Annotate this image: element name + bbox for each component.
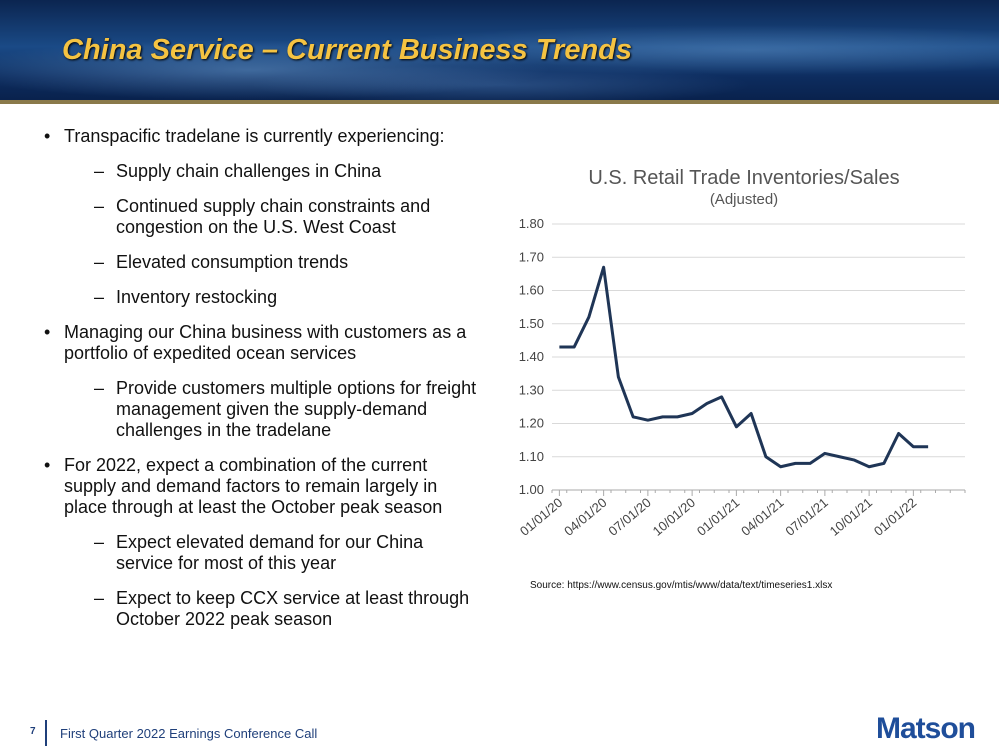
x-tick-label: 10/01/21	[827, 495, 875, 539]
bullet-marker: –	[94, 287, 105, 307]
line-series	[559, 265, 929, 469]
x-tick-label: 01/01/20	[517, 495, 565, 539]
bullet: – Continued supply chain constraints and …	[44, 196, 484, 238]
bullet-text: For 2022, expect a combination of the cu…	[64, 455, 443, 517]
bullet: – Supply chain challenges in China	[44, 161, 484, 182]
x-tick-label: 07/01/21	[782, 495, 830, 539]
bullet-text: Transpacific tradelane is currently expe…	[64, 126, 445, 146]
page-number: 7	[30, 726, 36, 737]
y-tick-label: 1.40	[519, 349, 544, 364]
bullet-text: Expect elevated demand for our China ser…	[116, 532, 424, 573]
bullet: • Transpacific tradelane is currently exp…	[44, 126, 484, 147]
bullet-marker: –	[94, 161, 105, 181]
bullet-text: Provide customers multiple options for f…	[116, 378, 477, 440]
header-banner	[0, 0, 999, 104]
bullet-marker: –	[94, 588, 105, 608]
y-tick-label: 1.20	[519, 416, 544, 431]
bullet-text: Elevated consumption trends	[116, 252, 349, 272]
bullet: – Expect elevated demand for our China se…	[44, 532, 484, 574]
bullet-text: Inventory restocking	[116, 287, 278, 307]
x-tick-label: 01/01/21	[694, 495, 742, 539]
x-tick-label: 04/01/21	[738, 495, 786, 539]
x-tick-label: 10/01/20	[650, 495, 698, 539]
logo: Matson	[876, 712, 976, 745]
bullet-marker: •	[44, 455, 51, 475]
bullet-list: • Transpacific tradelane is currently exp…	[44, 126, 484, 644]
slide-title: China Service – Current Business Trends	[62, 34, 633, 66]
chart-subtitle: (Adjusted)	[710, 191, 778, 208]
bullet-marker: –	[94, 252, 105, 272]
header-edge	[0, 100, 999, 104]
y-tick-label: 1.80	[519, 216, 544, 231]
bullet: – Provide customers multiple options for …	[44, 378, 484, 441]
y-tick-label: 1.50	[519, 316, 544, 331]
bullet: • For 2022, expect a combination of the c…	[44, 455, 484, 518]
bullet: – Expect to keep CCX service at least thr…	[44, 588, 484, 630]
source-note: Source: https://www.census.gov/mtis/www/…	[530, 580, 832, 591]
x-tick-label: 04/01/20	[561, 495, 609, 539]
y-tick-label: 1.10	[519, 449, 544, 464]
bullet-marker: –	[94, 532, 105, 552]
x-tick-label: 01/01/22	[871, 495, 919, 539]
y-tick-label: 1.30	[519, 382, 544, 397]
chart-title: U.S. Retail Trade Inventories/Sales	[588, 167, 899, 189]
bullet-text: Continued supply chain constraints and c…	[116, 196, 431, 237]
bullet-text: Expect to keep CCX service at least thro…	[116, 588, 470, 629]
y-tick-label: 1.00	[519, 482, 544, 497]
x-tick-label: 07/01/20	[605, 495, 653, 539]
footer-text: First Quarter 2022 Earnings Conference C…	[60, 726, 318, 741]
bullet-marker: –	[94, 196, 105, 216]
bullet-marker: •	[44, 126, 51, 146]
bullet-marker: •	[44, 322, 51, 342]
bullet: – Inventory restocking	[44, 287, 484, 308]
bullet-text: Managing our China business with custome…	[64, 322, 467, 363]
bullet: – Elevated consumption trends	[44, 252, 484, 273]
bullet: • Managing our China business with custom…	[44, 322, 484, 364]
bullet-text: Supply chain challenges in China	[116, 161, 382, 181]
bullet-marker: –	[94, 378, 105, 398]
y-tick-label: 1.70	[519, 249, 544, 264]
y-tick-label: 1.60	[519, 283, 544, 298]
footer-divider	[45, 720, 47, 746]
